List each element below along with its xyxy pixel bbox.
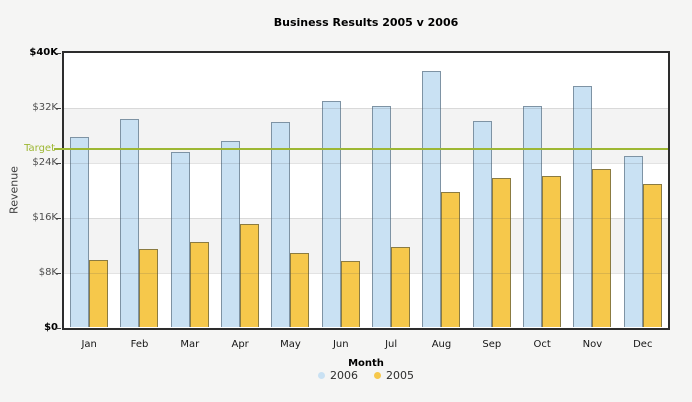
x-axis-category-labels: Jan Feb Mar Apr May Jun Jul Aug Sep Oct Nov Dec (64, 339, 668, 350)
bar-2005-may (290, 253, 310, 327)
legend-item-2006: 2006 (318, 369, 358, 382)
legend-marker-2005-icon (374, 372, 381, 379)
x-label-aug: Aug (431, 339, 452, 350)
y-tick-label-16k: $16K (32, 212, 58, 223)
plot-area (54, 51, 670, 330)
gridline-16k (64, 218, 668, 219)
y-tick-label-8k: $8K (38, 267, 58, 278)
y-tick-mark (56, 328, 61, 329)
bar-2006-apr (221, 141, 241, 327)
bar-group-apr (215, 53, 265, 327)
bar-2006-jan (70, 137, 90, 327)
bar-2006-nov (573, 86, 593, 327)
bar-group-may (265, 53, 315, 327)
plot-band (64, 163, 668, 218)
legend-label-2005: 2005 (386, 369, 414, 382)
bar-2005-sep (491, 178, 511, 327)
gridline-24k (64, 163, 668, 164)
y-tick-label-32k: $32K (32, 102, 58, 113)
bar-2005-apr (240, 224, 260, 327)
y-tick-mark (56, 218, 61, 219)
bar-group-jul (366, 53, 416, 327)
bar-2006-may (271, 122, 291, 327)
bar-group-jun (316, 53, 366, 327)
x-label-jun: Jun (332, 339, 349, 350)
bar-2005-oct (542, 176, 562, 327)
plot-band (64, 53, 668, 108)
bar-2006-jun (321, 101, 341, 327)
y-tick-mark (56, 273, 61, 274)
bar-group-feb (114, 53, 164, 327)
bar-2005-feb (139, 249, 159, 327)
bar-2005-mar (189, 242, 209, 327)
plot-band (64, 108, 668, 163)
bar-2005-jun (340, 261, 360, 327)
y-tick-mark (56, 108, 61, 109)
x-label-feb: Feb (130, 339, 149, 350)
legend-item-2005: 2005 (374, 369, 414, 382)
chart-title: Business Results 2005 v 2006 (273, 16, 459, 29)
plot-band (64, 218, 668, 273)
bar-2006-mar (170, 152, 190, 327)
target-label: Target (24, 143, 55, 154)
y-tick-mark (56, 53, 61, 54)
x-label-may: May (280, 339, 301, 350)
legend-marker-2006-icon (318, 372, 325, 379)
bar-2006-sep (472, 121, 492, 327)
y-axis-title: Revenue (7, 166, 21, 214)
plot-band (64, 273, 668, 328)
legend: 2006 2005 (62, 369, 670, 382)
gridline-32k (64, 108, 668, 109)
bar-2005-jan (89, 260, 109, 327)
bar-2006-jul (372, 106, 392, 327)
bar-2006-feb (120, 119, 140, 327)
gridline-8k (64, 273, 668, 274)
bars (64, 53, 668, 327)
x-axis-title: Month (348, 358, 384, 369)
bar-2006-aug (422, 71, 442, 327)
bar-2006-oct (523, 106, 543, 327)
bar-group-aug (416, 53, 466, 327)
x-label-apr: Apr (231, 339, 249, 350)
bar-2005-jul (391, 247, 411, 327)
y-tick-label-40k: $40K (29, 47, 58, 58)
x-label-jul: Jul (385, 339, 398, 350)
bar-group-mar (165, 53, 215, 327)
bar-2005-dec (642, 184, 662, 327)
x-label-mar: Mar (180, 339, 200, 350)
y-tick-label-0k: $0 (44, 322, 58, 333)
x-label-oct: Oct (533, 339, 551, 350)
legend-label-2006: 2006 (330, 369, 358, 382)
bar-2006-dec (623, 156, 643, 327)
bar-group-oct (517, 53, 567, 327)
x-label-sep: Sep (482, 339, 502, 350)
bar-2005-aug (441, 192, 461, 327)
y-tick-mark (56, 163, 61, 164)
bar-group-jan (64, 53, 114, 327)
y-tick-label-24k: $24K (32, 157, 58, 168)
bar-group-nov (567, 53, 617, 327)
bar-group-sep (467, 53, 517, 327)
bar-group-dec (618, 53, 668, 327)
x-label-jan: Jan (81, 339, 97, 350)
x-label-nov: Nov (582, 339, 603, 350)
bar-2005-nov (592, 169, 612, 327)
x-label-dec: Dec (633, 339, 653, 350)
target-line (54, 148, 668, 150)
